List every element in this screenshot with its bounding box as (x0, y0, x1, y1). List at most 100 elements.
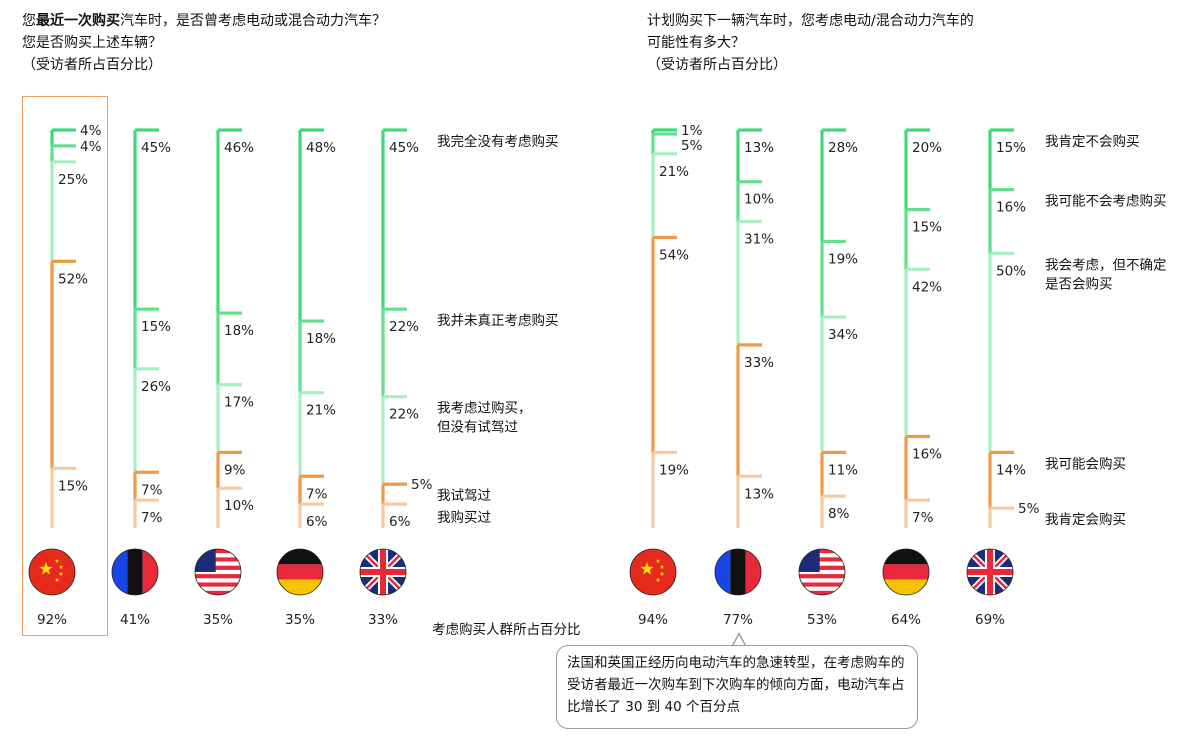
category-label: 我并未真正考虑购买 (437, 313, 559, 329)
bar-segment (133, 472, 137, 501)
bar-segment (988, 253, 992, 453)
bar-value-label: 15% (912, 220, 942, 236)
segment-tick (52, 466, 76, 470)
right-chart-title: 计划购买下一辆汽车时，您考虑电动/混合动力汽车的 可能性有多大？ （受访者所占百… (647, 10, 974, 76)
segment-tick (653, 450, 677, 454)
bar-segment (736, 476, 740, 528)
segment-tick (990, 128, 1014, 132)
category-label: 我完全没有考虑购买 (437, 133, 559, 150)
bar-value-label: 28% (828, 140, 858, 156)
bar-segment (988, 189, 992, 254)
segment-tick (135, 307, 159, 311)
bar-value-label: 5% (1018, 501, 1040, 517)
bar-value-label: 10% (224, 498, 254, 514)
bar-segment (381, 396, 385, 485)
segment-tick (300, 391, 324, 395)
segment-tick (906, 128, 930, 132)
bar-segment (651, 452, 655, 528)
category-label: 我可能不会考虑购买 (1045, 194, 1167, 210)
chart1-bar-4: 48% 18% 21% 7% 6% (298, 128, 336, 530)
bar-value-label: 18% (224, 323, 254, 339)
bar-value-label: 50% (996, 263, 1026, 279)
bar-segment (651, 130, 655, 134)
bar-value-label: 18% (306, 331, 336, 347)
bar-value-label: 7% (141, 510, 163, 526)
bar-segment (133, 309, 137, 369)
segment-tick (135, 367, 159, 371)
segment-tick (990, 506, 1014, 510)
segment-tick (52, 259, 76, 263)
segment-tick (218, 311, 242, 315)
category-label: 我试驾过 (437, 488, 491, 504)
chart2-bar-4: 20% 15% 42% 16% 7% (904, 128, 942, 528)
bar-segment (736, 130, 740, 182)
left-title-line3: （受访者所占百分比） (22, 57, 162, 73)
annotation-note: 法国和英国正经历向电动汽车的急速转型，在考虑购车的受访者最近一次购车到下次购车的… (556, 645, 918, 729)
fr-flag-icon (111, 548, 159, 596)
bar-value-label: 20% (912, 140, 942, 156)
bar-segment (904, 500, 908, 528)
segment-tick (383, 395, 407, 399)
left-chart-title: 您最近一次购买汽车时，是否曾考虑电动或混合动力汽车？ 您是否购买上述车辆？ （受… (22, 10, 386, 76)
bar-segment (904, 436, 908, 501)
segment-tick (738, 219, 762, 224)
bar-segment (820, 241, 824, 318)
segment-tick (906, 498, 930, 502)
category-label: 我会考虑，但不确定 (1045, 257, 1167, 273)
bar-segment (216, 130, 220, 314)
chart2-bar-3: 28% 19% 34% 11% 8% (820, 128, 858, 528)
right-title-line3: （受访者所占百分比） (647, 57, 787, 73)
bar-segment (50, 130, 54, 146)
bar-segment (381, 484, 385, 505)
bar-value-label: 5% (411, 477, 433, 493)
bar-segment (50, 145, 54, 162)
considering-percent: 53% (807, 612, 837, 628)
bar-value-label: 48% (306, 140, 336, 156)
segment-tick (218, 383, 242, 387)
chart2-bar-1: 1%5% 21% 54% 19% (651, 123, 703, 528)
segment-tick (738, 180, 762, 184)
bar-value-label: 15% (141, 319, 171, 335)
segment-tick (990, 251, 1014, 255)
bar-value-label: 46% (224, 140, 254, 156)
category-label: 我肯定不会购买 (1045, 134, 1140, 150)
cn-flag-icon (28, 548, 76, 596)
considering-percent: 94% (638, 612, 668, 628)
segment-tick (135, 470, 159, 474)
bar-value-label: 14% (996, 462, 1026, 478)
bar-segment (50, 468, 54, 528)
segment-tick (653, 132, 677, 136)
segment-tick (218, 486, 242, 490)
bar-value-label: 5% (681, 138, 703, 154)
considering-percent: 33% (368, 612, 398, 628)
china-highlight-box (22, 96, 108, 636)
left-title-line2: 您是否购买上述车辆？ (22, 35, 162, 51)
segment-tick (52, 144, 76, 148)
bar-value-label: 34% (828, 327, 858, 343)
bar-value-label: 15% (996, 140, 1026, 156)
bar-value-label: 4% (80, 139, 102, 155)
bar-value-label: 16% (912, 446, 942, 462)
chart2-bar-2: 13% 10% 31% 33% 13% (736, 128, 774, 528)
bar-value-label: 11% (828, 462, 858, 478)
segment-tick (906, 208, 930, 212)
segment-tick (738, 343, 762, 347)
bar-value-label: 33% (744, 355, 774, 371)
bar-value-label: 45% (389, 140, 419, 156)
bar-value-label: 25% (58, 172, 88, 188)
bar-value-label: 19% (659, 462, 689, 478)
bar-value-label: 16% (996, 200, 1026, 216)
segment-tick (52, 160, 76, 164)
segment-tick (653, 128, 677, 132)
bar-segment (820, 317, 824, 453)
bar-segment (736, 344, 740, 477)
bar-value-label: 7% (141, 482, 163, 498)
segment-tick (822, 239, 846, 244)
chart1-bar-2: 45% 15% 26% 7% 7% (133, 128, 171, 528)
bar-value-label: 8% (828, 506, 850, 522)
left-title-suffix: 汽车时，是否曾考虑电动或混合动力汽车？ (120, 13, 386, 29)
segment-tick (822, 450, 846, 454)
bar-segment (381, 504, 385, 528)
note-pointer (732, 632, 746, 646)
